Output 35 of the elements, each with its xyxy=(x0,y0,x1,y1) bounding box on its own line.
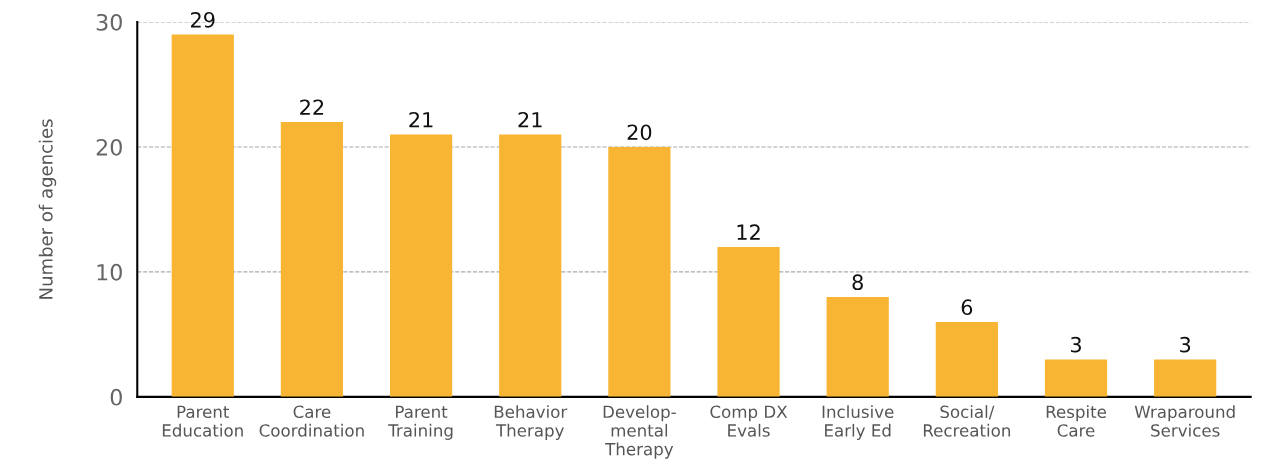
data-label: 20 xyxy=(627,124,652,141)
data-label: 29 xyxy=(191,11,215,28)
data-label: 21 xyxy=(518,111,542,128)
data-label: 6 xyxy=(961,299,973,316)
data-label: 12 xyxy=(737,224,760,240)
y-tick-label: 0 xyxy=(110,388,122,406)
bar xyxy=(389,134,453,397)
bar xyxy=(280,121,344,397)
data-label: 22 xyxy=(300,99,324,115)
bar xyxy=(826,296,889,397)
data-label: 21 xyxy=(409,111,433,128)
y-axis-title: Number of agencies xyxy=(38,119,57,299)
bar xyxy=(171,34,234,397)
x-tick-label: Respite Care xyxy=(1046,405,1107,437)
bar xyxy=(935,321,998,397)
y-tick-label: 20 xyxy=(96,138,122,156)
bar xyxy=(717,246,780,397)
data-label: 3 xyxy=(1180,336,1191,353)
y-tick-label: 10 xyxy=(97,263,122,281)
x-tick-label: Care Coordination xyxy=(259,405,364,437)
data-label: 3 xyxy=(1070,336,1081,353)
x-tick-label: Behavior Therapy xyxy=(494,405,568,440)
x-tick-label: Social/ Recreation xyxy=(923,405,1010,437)
bar xyxy=(1154,359,1217,397)
x-tick-label: Comp DX Evals xyxy=(710,405,788,437)
x-tick-label: Inclusive Early Ed xyxy=(822,405,894,440)
bar xyxy=(1044,359,1108,397)
y-tick-label: 30 xyxy=(96,13,122,31)
data-label: 8 xyxy=(852,274,863,291)
x-tick-label: Parent Education xyxy=(162,405,243,437)
x-tick-label: Develop- mental Therapy xyxy=(603,405,676,459)
x-tick-label: Wraparound Services xyxy=(1134,405,1235,437)
bar xyxy=(608,146,671,397)
x-tick-label: Parent Training xyxy=(388,405,453,440)
bar xyxy=(499,134,562,397)
